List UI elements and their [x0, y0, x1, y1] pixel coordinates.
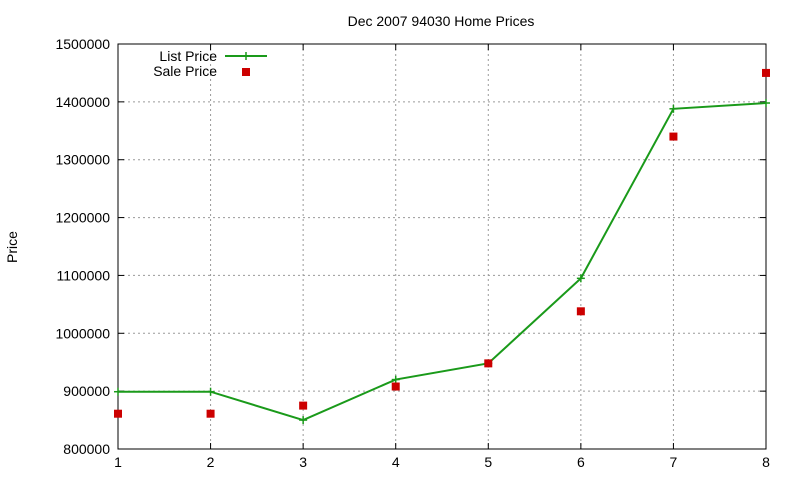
data-point-plus [762, 99, 770, 108]
x-tick-label: 7 [670, 454, 678, 470]
data-point-square [669, 132, 678, 141]
y-tick-label: 1500000 [55, 36, 110, 52]
data-point-square [299, 401, 308, 410]
plot-frame [117, 43, 767, 450]
y-tick-label: 1400000 [55, 94, 110, 110]
y-tick-label: 1200000 [55, 210, 110, 226]
data-point-plus [576, 274, 585, 283]
grid [118, 44, 766, 449]
data-point-plus [114, 387, 122, 396]
data-point-plus [206, 387, 215, 396]
x-tick-label: 6 [577, 454, 585, 470]
data-point-square [762, 68, 770, 77]
series [114, 68, 770, 425]
y-tick-label: 1300000 [55, 152, 110, 168]
data-point-square [576, 307, 585, 316]
y-tick-label: 900000 [63, 383, 110, 399]
x-tick-label: 5 [484, 454, 492, 470]
series-sale-price [114, 68, 770, 418]
series-line [118, 102, 767, 422]
y-tick-label: 800000 [63, 441, 110, 457]
data-point-plus [391, 375, 400, 384]
data-point-square [391, 382, 400, 391]
y-tick-label: 1100000 [57, 267, 111, 283]
data-point-square [206, 409, 215, 418]
legend-plus-marker [242, 52, 250, 60]
x-tick-label: 1 [114, 454, 122, 470]
x-tick-label: 3 [299, 454, 307, 470]
legend: List Price Sale Price [153, 48, 267, 79]
data-point-square [484, 359, 493, 368]
y-tick-label: 1000000 [55, 325, 110, 341]
x-tick-label: 4 [392, 454, 400, 470]
legend-label-list-price: List Price [159, 48, 217, 64]
axis-ticks: 800000 900000 1000000 1100000 1200000 1300000… [55, 36, 770, 470]
legend-square-marker [242, 68, 250, 76]
legend-symbol-list-price [225, 52, 267, 60]
x-tick-label: 2 [207, 454, 215, 470]
legend-symbol-sale-price [242, 68, 250, 76]
chart-title: Dec 2007 94030 Home Prices [348, 13, 535, 29]
x-tick-label: 8 [762, 454, 770, 470]
data-point-plus [669, 104, 678, 113]
data-point-square [114, 409, 122, 418]
legend-label-sale-price: Sale Price [153, 63, 217, 79]
data-point-plus [299, 416, 308, 425]
series-list-price [114, 99, 770, 425]
y-axis-label: Price [4, 231, 20, 263]
